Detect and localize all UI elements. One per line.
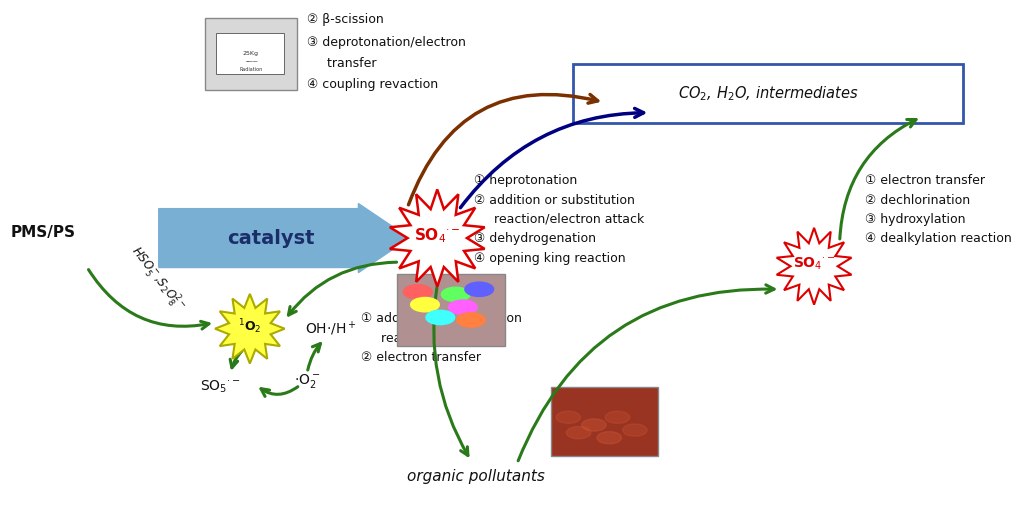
Text: CO$_2$, H$_2$O, intermediates: CO$_2$, H$_2$O, intermediates	[678, 84, 858, 103]
Circle shape	[605, 411, 630, 423]
Text: ③ dehydrogenation: ③ dehydrogenation	[474, 232, 596, 245]
Text: catalyst: catalyst	[227, 228, 315, 248]
Circle shape	[449, 300, 477, 314]
Text: HSO$_5^-$,S$_2$O$_8^{2-}$: HSO$_5^-$,S$_2$O$_8^{2-}$	[125, 242, 188, 316]
FancyBboxPatch shape	[216, 33, 284, 74]
Polygon shape	[215, 294, 285, 364]
Text: ─────: ─────	[245, 60, 257, 65]
Text: SO$_4$$^{·-}$: SO$_4$$^{·-}$	[793, 256, 836, 272]
Circle shape	[465, 282, 494, 296]
FancyBboxPatch shape	[205, 18, 297, 90]
Circle shape	[597, 432, 622, 444]
Circle shape	[441, 287, 470, 302]
Text: ④ dealkylation reaction: ④ dealkylation reaction	[865, 232, 1012, 245]
Text: ① heprotonation: ① heprotonation	[474, 174, 578, 187]
Text: ② β-scission: ② β-scission	[307, 13, 384, 26]
Text: PMS/PS: PMS/PS	[10, 225, 75, 241]
Text: ③ hydroxylation: ③ hydroxylation	[865, 213, 966, 226]
FancyArrow shape	[159, 203, 410, 272]
Text: ① electron transfer: ① electron transfer	[865, 174, 985, 187]
Text: SO$_4$$^{·-}$: SO$_4$$^{·-}$	[414, 226, 461, 245]
Text: ① addition or substitution: ① addition or substitution	[361, 312, 522, 325]
Circle shape	[582, 419, 606, 431]
Text: ② addition or substitution: ② addition or substitution	[474, 194, 635, 206]
Text: Radiation: Radiation	[240, 67, 262, 72]
Text: SO$_5$$^{·-}$: SO$_5$$^{·-}$	[200, 378, 241, 395]
FancyBboxPatch shape	[397, 274, 505, 346]
Circle shape	[426, 310, 455, 325]
Text: ② dechlorination: ② dechlorination	[865, 194, 971, 206]
Circle shape	[556, 411, 581, 423]
Polygon shape	[390, 189, 484, 287]
Text: organic pollutants: organic pollutants	[408, 468, 545, 484]
Text: 25Kg: 25Kg	[243, 51, 259, 56]
Text: ④ opening king reaction: ④ opening king reaction	[474, 252, 626, 265]
Circle shape	[403, 285, 432, 299]
Text: reaction/electron attack: reaction/electron attack	[474, 213, 644, 226]
Text: $^1$O$_2$: $^1$O$_2$	[239, 317, 261, 336]
Circle shape	[457, 313, 485, 327]
Circle shape	[623, 424, 647, 436]
Circle shape	[411, 297, 439, 312]
Text: ·O$_2^-$: ·O$_2^-$	[294, 372, 321, 391]
Text: ② electron transfer: ② electron transfer	[361, 351, 481, 364]
Text: ③ deprotonation/electron: ③ deprotonation/electron	[307, 36, 466, 49]
Text: ④ coupling revaction: ④ coupling revaction	[307, 78, 438, 91]
FancyBboxPatch shape	[573, 64, 963, 123]
Polygon shape	[776, 228, 852, 305]
Text: transfer: transfer	[307, 57, 377, 70]
Circle shape	[566, 426, 591, 439]
Text: OH·/H$^+$: OH·/H$^+$	[305, 319, 356, 338]
Text: reaction: reaction	[361, 332, 433, 345]
FancyBboxPatch shape	[551, 387, 658, 456]
